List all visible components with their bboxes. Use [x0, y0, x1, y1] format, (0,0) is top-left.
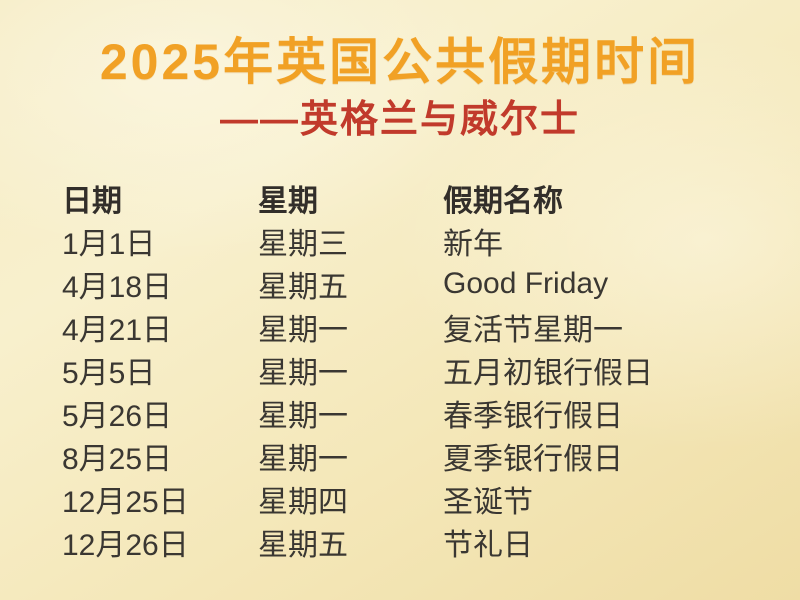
weekday-cell: 星期三	[258, 227, 348, 261]
table-row: 12月25日 星期四 圣诞节	[62, 477, 764, 520]
table-row: 8月25日 星期一 夏季银行假日	[62, 434, 764, 477]
date-cell: 4月21日	[62, 313, 173, 347]
weekday-cell: 星期一	[258, 399, 348, 433]
table-body: 1月1日 星期三 新年 4月18日 星期五 Good Friday 4月21日 星期一 复活节星…	[62, 219, 764, 563]
weekday-cell: 星期五	[258, 528, 348, 562]
header-date: 日期	[62, 184, 122, 218]
holiday-name-cell: 圣诞节	[443, 485, 533, 519]
holiday-name-cell: 新年	[443, 227, 503, 261]
table-row: 4月21日 星期一 复活节星期一	[62, 305, 764, 348]
holiday-table: 日期 星期 假期名称 1月1日 星期三 新年 4月18日 星期五 Good Friday 4…	[62, 176, 764, 563]
holiday-name-cell: 春季银行假日	[443, 399, 623, 433]
table-row: 12月26日 星期五 节礼日	[62, 520, 764, 563]
date-cell: 1月1日	[62, 227, 156, 261]
table-row: 5月26日 星期一 春季银行假日	[62, 391, 764, 434]
page-subtitle: ——英格兰与威尔士	[219, 99, 580, 141]
weekday-cell: 星期五	[258, 270, 348, 304]
weekday-cell: 星期一	[258, 313, 348, 347]
date-cell: 5月5日	[62, 356, 156, 390]
date-cell: 5月26日	[62, 399, 173, 433]
holiday-name-cell: 五月初银行假日	[443, 356, 653, 390]
date-cell: 8月25日	[62, 442, 173, 476]
header-holiday-name: 假期名称	[443, 184, 563, 218]
table-row: 1月1日 星期三 新年	[62, 219, 764, 262]
weekday-cell: 星期一	[258, 442, 348, 476]
table-row: 4月18日 星期五 Good Friday	[62, 262, 764, 305]
holiday-name-cell: 复活节星期一	[443, 313, 623, 347]
date-cell: 12月25日	[62, 485, 189, 519]
table-row: 5月5日 星期一 五月初银行假日	[62, 348, 764, 391]
table-header-row: 日期 星期 假期名称	[62, 176, 764, 219]
weekday-cell: 星期四	[258, 485, 348, 519]
header-weekday: 星期	[258, 184, 318, 218]
holiday-name-cell: 节礼日	[443, 528, 533, 562]
date-cell: 4月18日	[62, 270, 173, 304]
weekday-cell: 星期一	[258, 356, 348, 390]
page-title: 2025年英国公共假期时间	[99, 34, 701, 90]
holiday-name-cell: 夏季银行假日	[443, 442, 623, 476]
date-cell: 12月26日	[62, 528, 189, 562]
holiday-name-cell: Good Friday	[443, 266, 609, 300]
